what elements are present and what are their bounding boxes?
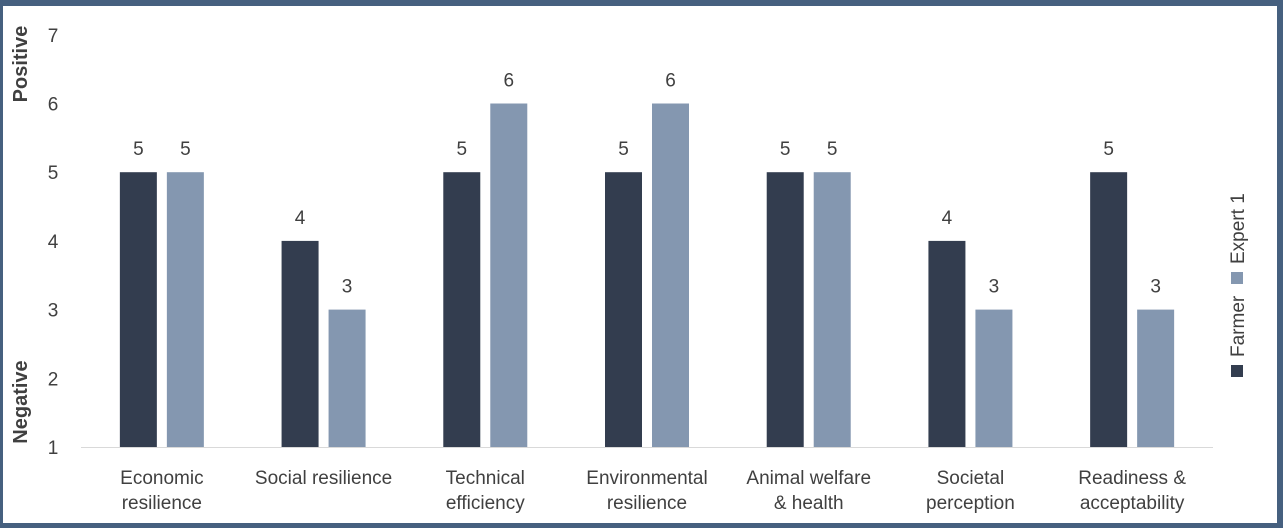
y-annotation-positive: Positive [10, 26, 32, 103]
x-axis-labels: Economic resilience Social resilience Techn… [120, 468, 1186, 514]
bar-farmer [1090, 172, 1128, 447]
bar-farmer [928, 240, 966, 447]
x-tick-label: resilience [607, 493, 687, 514]
bar-expert-1 [328, 309, 366, 447]
bar-expert-1 [813, 172, 851, 447]
y-tick-label: 1 [48, 438, 59, 459]
y-tick-label: 3 [48, 301, 59, 322]
bar-farmer [281, 240, 319, 447]
legend-swatch [1231, 272, 1243, 284]
x-tick-label: Technical [446, 468, 525, 489]
x-tick-label: Economic [120, 468, 203, 489]
x-tick-label: Animal welfare [746, 468, 871, 489]
x-tick-label: Environmental [586, 468, 707, 489]
legend: Farmer Expert 1 [1228, 193, 1249, 377]
legend-label: Farmer [1228, 295, 1249, 357]
x-tick-label: resilience [122, 493, 202, 514]
legend-label: Expert 1 [1228, 193, 1249, 264]
bar-farmer [119, 172, 157, 447]
chart-area: 1 2 3 4 5 6 7 5 5 4 3 5 6 5 6 5 5 4 3 5 3 Economic resilienc… [3, 6, 1277, 523]
data-label: 5 [133, 139, 144, 160]
y-tick-label: 4 [48, 232, 59, 253]
x-tick-label: Societal [937, 468, 1005, 489]
y-axis-ticks: 1 2 3 4 5 6 7 [48, 26, 59, 459]
y-tick-label: 2 [48, 369, 59, 390]
x-tick-label: acceptability [1080, 493, 1185, 514]
bar-expert-1 [1137, 309, 1175, 447]
data-label: 5 [1103, 139, 1114, 160]
bar-expert-1 [652, 103, 689, 447]
legend-swatch [1231, 365, 1243, 377]
y-tick-label: 6 [48, 95, 59, 116]
bar-expert-1 [166, 172, 204, 447]
bar-chart: 1 2 3 4 5 6 7 5 5 4 3 5 6 5 6 5 5 4 3 5 3 Economic resilienc… [10, 26, 1249, 514]
x-tick-label: & health [774, 493, 844, 514]
data-label: 5 [180, 139, 191, 160]
y-annotation-negative: Negative [10, 360, 32, 443]
data-label: 6 [503, 71, 514, 92]
data-labels: 5 5 4 3 5 6 5 6 5 5 4 3 5 3 [133, 71, 1161, 298]
data-label: 5 [827, 139, 838, 160]
x-tick-label: efficiency [446, 493, 525, 514]
data-label: 6 [665, 71, 676, 92]
x-tick-label: Social resilience [255, 468, 392, 489]
y-tick-label: 7 [48, 26, 59, 47]
bars [119, 103, 1175, 447]
data-label: 5 [618, 139, 629, 160]
data-label: 4 [295, 208, 306, 229]
data-label: 5 [780, 139, 791, 160]
bar-farmer [605, 172, 642, 447]
x-tick-label: Readiness & [1078, 468, 1186, 489]
data-label: 4 [942, 208, 953, 229]
bar-expert-1 [490, 103, 528, 447]
x-tick-label: perception [926, 493, 1015, 514]
y-tick-label: 5 [48, 163, 59, 184]
data-label: 3 [989, 277, 1000, 298]
bar-expert-1 [975, 309, 1013, 447]
bar-farmer [766, 172, 804, 447]
bar-farmer [443, 172, 481, 447]
data-label: 3 [1150, 277, 1161, 298]
data-label: 5 [456, 139, 467, 160]
data-label: 3 [342, 277, 353, 298]
